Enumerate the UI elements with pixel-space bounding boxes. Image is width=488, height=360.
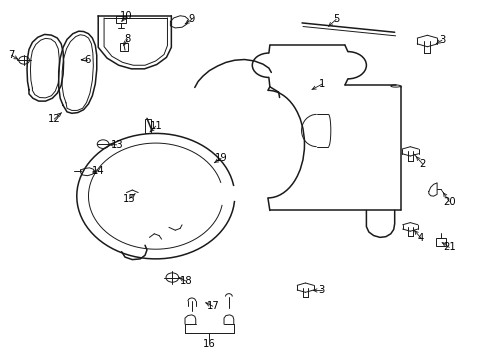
Text: 5: 5: [332, 14, 339, 24]
Text: 2: 2: [418, 159, 425, 169]
Bar: [435, 238, 446, 246]
Bar: [116, 16, 125, 23]
Text: 14: 14: [92, 166, 104, 176]
Bar: [120, 43, 128, 51]
Text: 3: 3: [438, 35, 444, 45]
Text: 6: 6: [84, 54, 90, 64]
Text: 21: 21: [442, 242, 455, 252]
Text: 1: 1: [319, 79, 325, 89]
Text: 11: 11: [149, 121, 162, 131]
Text: 17: 17: [206, 301, 219, 311]
Bar: [144, 119, 151, 134]
Text: 15: 15: [123, 194, 136, 204]
Text: 3: 3: [318, 285, 324, 296]
Text: 12: 12: [48, 114, 61, 124]
Text: 9: 9: [188, 14, 195, 24]
Text: 16: 16: [203, 339, 215, 349]
Text: 19: 19: [214, 153, 227, 163]
Text: 8: 8: [124, 35, 130, 44]
Text: 7: 7: [8, 50, 15, 60]
Text: 4: 4: [417, 233, 423, 243]
Text: 13: 13: [110, 140, 123, 150]
Text: 20: 20: [442, 197, 455, 207]
Text: 18: 18: [179, 276, 192, 286]
Text: 10: 10: [120, 11, 133, 21]
